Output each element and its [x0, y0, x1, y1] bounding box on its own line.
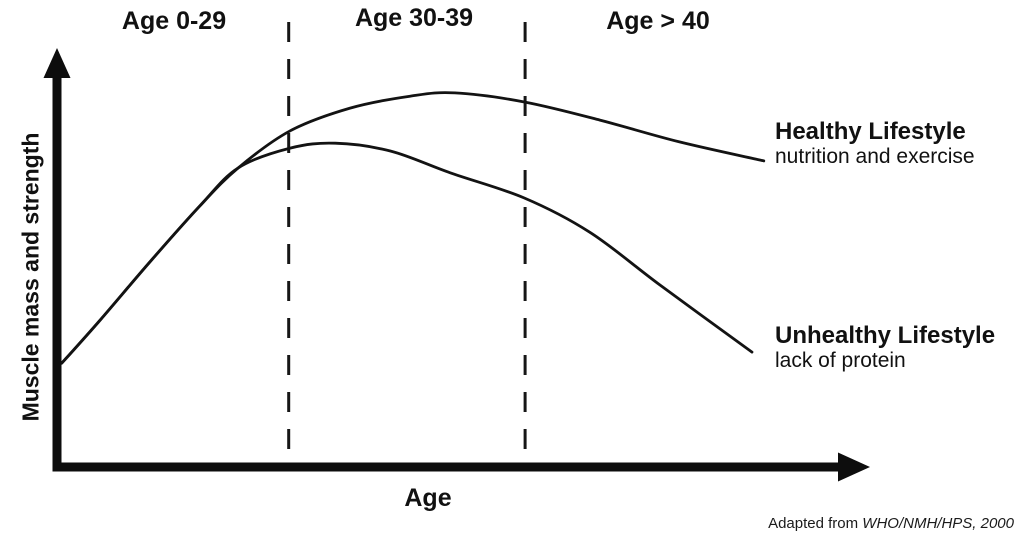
attribution-source: WHO/NMH/HPS, 2000: [862, 515, 1014, 532]
legend-unhealthy: Unhealthy Lifestyle lack of protein: [775, 322, 996, 373]
band-label-age-over-40: Age > 40: [606, 7, 710, 35]
attribution: Adapted from WHO/NMH/HPS, 2000: [768, 515, 1014, 532]
y-axis-arrowhead: [43, 48, 71, 78]
legend-healthy-subtitle: nutrition and exercise: [775, 145, 975, 168]
band-label-age-30-39: Age 30-39: [354, 4, 474, 32]
legend-unhealthy-subtitle: lack of protein: [775, 349, 906, 372]
unhealthy-curve: [60, 141, 754, 365]
healthy-curve: [60, 91, 766, 365]
legend-healthy-name: Healthy Lifestyle: [775, 118, 966, 145]
legend-unhealthy-name: Unhealthy Lifestyle: [775, 322, 996, 349]
x-axis-label: Age: [404, 484, 452, 512]
y-axis-label: Muscle mass and strength: [17, 132, 44, 422]
legend-healthy: Healthy Lifestyle nutrition and exercise: [775, 118, 975, 169]
x-axis-arrowhead: [838, 452, 870, 482]
band-label-age-0-29: Age 0-29: [121, 7, 227, 35]
attribution-prefix: Adapted from: [768, 515, 863, 532]
